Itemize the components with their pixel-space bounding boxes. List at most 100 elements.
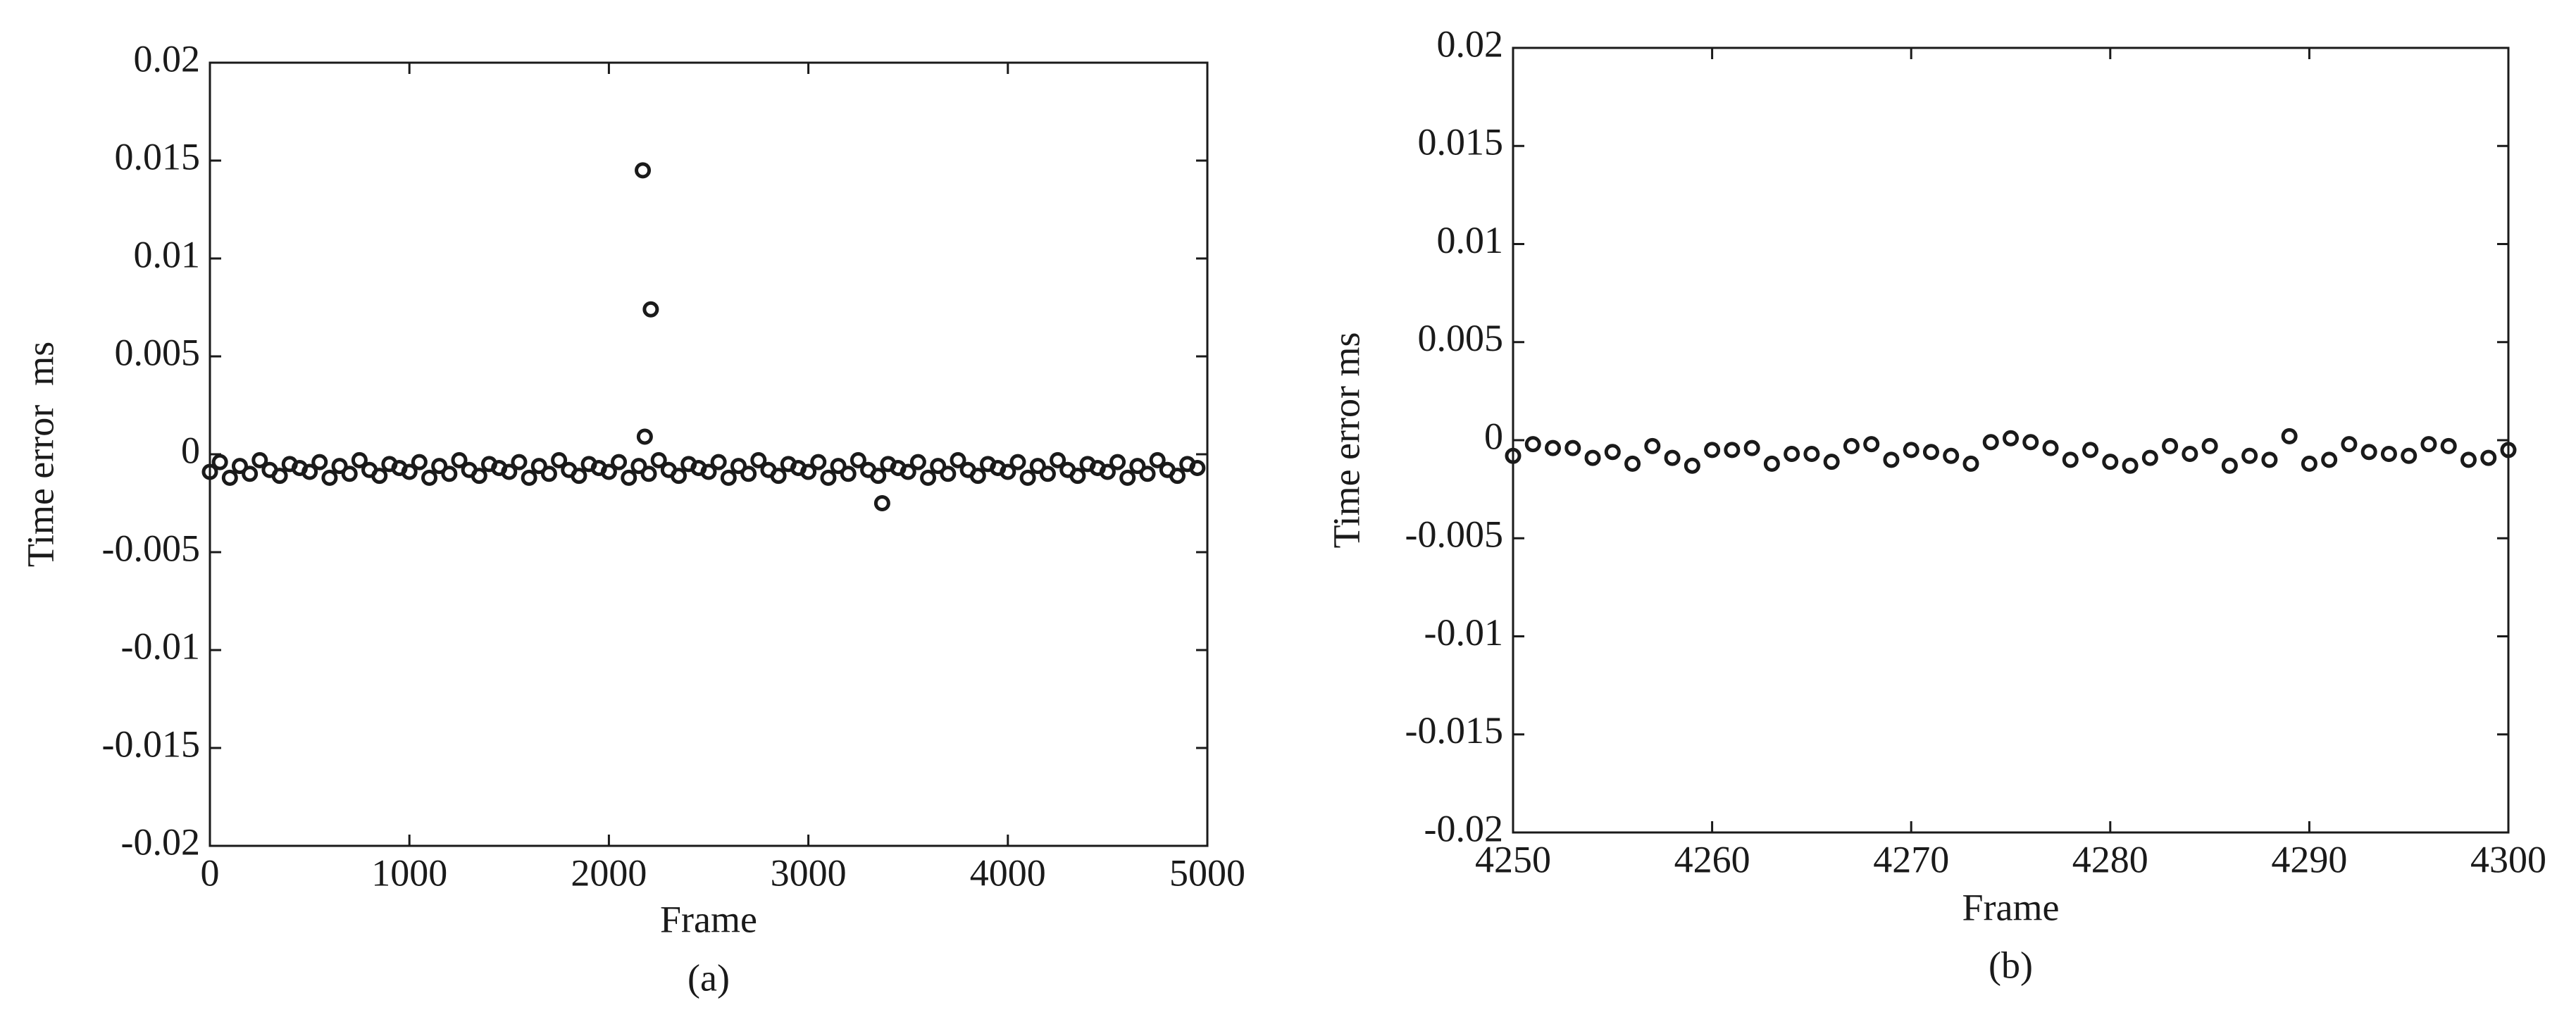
data-point [1883, 451, 1900, 468]
data-point [1169, 468, 1186, 485]
data-point [2281, 428, 2298, 444]
data-point [650, 451, 667, 468]
caption: (b) [1989, 944, 2033, 986]
data-point [540, 466, 557, 482]
data-point [2460, 451, 2477, 468]
data-point [2301, 455, 2317, 472]
y-tick-label: 0.015 [115, 135, 201, 177]
data-point [2360, 444, 2377, 461]
data-point [1584, 449, 1601, 466]
data-point [1763, 455, 1780, 472]
data-point [2182, 445, 2198, 462]
y-tick-label: 0.02 [134, 37, 201, 80]
x-tick-label: 4290 [2271, 838, 2347, 880]
data-point [630, 458, 647, 475]
data-point [321, 469, 338, 486]
y-tick-label: -0.02 [1424, 807, 1503, 849]
data-point [635, 162, 652, 179]
data-point [2401, 447, 2418, 464]
data-point [1564, 439, 1581, 456]
data-point [2221, 457, 2238, 474]
y-axis-label: Time error ms [19, 342, 61, 568]
data-point [1644, 437, 1661, 454]
data-point [840, 466, 857, 482]
y-tick-label: 0.02 [1437, 23, 1504, 65]
data-point [830, 458, 847, 475]
data-point [810, 454, 827, 470]
data-point [1189, 459, 1206, 476]
data-point [700, 463, 717, 480]
data-point [1724, 442, 1741, 458]
data-point [930, 458, 947, 475]
x-tick-label: 4300 [2470, 838, 2546, 880]
y-tick-label: 0 [181, 429, 200, 471]
data-point [750, 451, 767, 468]
x-tick-label: 3000 [771, 851, 847, 894]
x-axis-label: Frame [1962, 886, 2060, 928]
data-point [1863, 436, 1880, 453]
data-point [511, 454, 528, 470]
data-point [1019, 469, 1036, 486]
data-point [740, 466, 757, 482]
data-point [231, 458, 248, 475]
data-point [1119, 469, 1136, 486]
data-point [1903, 442, 1919, 458]
data-point [1000, 463, 1016, 480]
x-tick-label: 4000 [970, 851, 1046, 894]
data-point [331, 458, 348, 475]
data-point [636, 428, 653, 445]
data-point [1029, 458, 1046, 475]
data-point [341, 466, 358, 482]
data-point [2341, 436, 2358, 453]
x-tick-label: 2000 [571, 851, 647, 894]
data-point [2022, 434, 2039, 451]
data-point [900, 463, 916, 480]
plot-frame [209, 61, 1209, 847]
data-point [611, 454, 628, 470]
data-point [800, 463, 817, 480]
x-axis-label: Frame [660, 898, 757, 940]
data-point [401, 463, 418, 480]
data-point [600, 463, 617, 480]
y-tick-label: -0.005 [102, 527, 200, 569]
y-tick-label: -0.015 [1405, 709, 1503, 751]
x-tick-label: 4280 [2072, 838, 2148, 880]
x-tick-label: 1000 [371, 851, 447, 894]
data-point [1109, 454, 1126, 470]
y-tick-label: -0.02 [121, 821, 200, 863]
data-point [950, 451, 966, 468]
data-point [2201, 437, 2218, 454]
data-point [301, 463, 318, 480]
data-point [411, 454, 428, 470]
data-point [371, 468, 388, 485]
data-point [671, 468, 687, 485]
y-tick-label: -0.015 [102, 723, 200, 765]
data-point [1524, 436, 1541, 453]
y-tick-label: 0.005 [115, 331, 201, 373]
data-point [2141, 449, 2158, 466]
data-point [421, 469, 438, 486]
data-point [720, 469, 737, 486]
data-point [969, 468, 986, 485]
y-tick-label: 0.005 [1418, 317, 1504, 359]
x-tick-label: 4260 [1674, 838, 1750, 880]
data-point [471, 468, 487, 485]
data-point [431, 458, 448, 475]
data-point [1823, 454, 1840, 470]
y-tick-label: -0.01 [1424, 611, 1503, 654]
data-point [1982, 434, 1999, 451]
data-point [251, 451, 268, 468]
data-point [2042, 439, 2059, 456]
data-point [2440, 437, 2457, 454]
data-point [1149, 451, 1166, 468]
data-point [642, 301, 659, 318]
data-point [2261, 451, 2278, 468]
data-point [1129, 458, 1146, 475]
data-point [501, 463, 518, 480]
data-point [920, 469, 937, 486]
data-point [1922, 444, 1939, 461]
data-point [1099, 463, 1116, 480]
data-point [1803, 445, 1820, 462]
